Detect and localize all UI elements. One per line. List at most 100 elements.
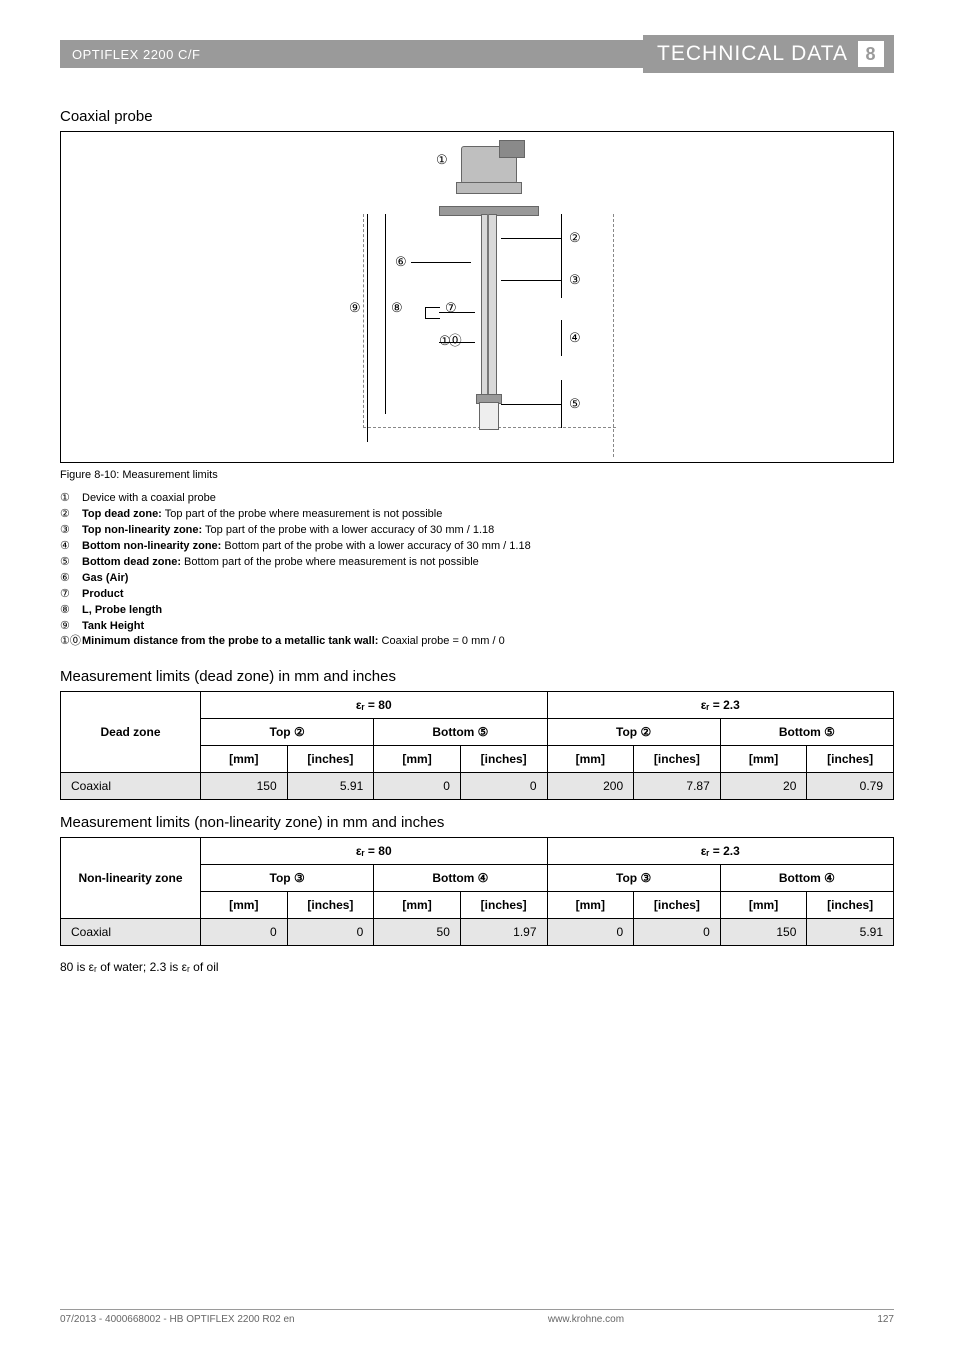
legend-num-6: ⑦ (60, 587, 70, 603)
legend-bold-1: Top dead zone: (82, 508, 162, 520)
legend: ①Device with a coaxial probe② Top dead zo… (60, 491, 894, 650)
legend-num-8: ⑨ (60, 619, 70, 635)
legend-row-5: ⑥Gas (Air) (60, 571, 894, 587)
t2-v4: 0 (547, 919, 634, 946)
legend-text-4: Bottom part of the probe where measureme… (181, 556, 479, 568)
t2-v7: 5.91 (807, 919, 894, 946)
legend-row-3: ④ Bottom non-linearity zone: Bottom part … (60, 539, 894, 555)
callout-10: ①⓪ (439, 330, 460, 349)
t1-v1: 5.91 (287, 773, 374, 800)
t1-bot-a: Bottom ⑤ (374, 719, 547, 746)
legend-bold-9: Minimum distance from the probe to a met… (82, 635, 378, 647)
t2-v1: 0 (287, 919, 374, 946)
table2-title: Measurement limits (non-linearity zone) … (60, 814, 894, 831)
chapter-number-box: 8 (858, 41, 884, 67)
callout-6: ⑥ (395, 254, 407, 270)
t2-in-1: [inches] (460, 892, 547, 919)
callout-8: ⑧ (391, 300, 403, 316)
legend-row-4: ⑤Bottom dead zone: Bottom part of the pr… (60, 555, 894, 571)
legend-num-3: ④ (60, 539, 70, 555)
t1-bot-b: Bottom ⑤ (720, 719, 893, 746)
callout-3: ③ (569, 272, 581, 288)
legend-num-9: ①⓪ (60, 634, 81, 650)
t1-rowname: Coaxial (61, 773, 201, 800)
t2-top-b: Top ③ (547, 865, 720, 892)
t1-er80: εᵣ = 80 (201, 692, 548, 719)
table-dead-zone: Dead zone εᵣ = 80 εᵣ = 2.3 Top ② Bottom … (60, 691, 894, 800)
legend-row-0: ①Device with a coaxial probe (60, 491, 894, 507)
t2-in-2: [inches] (634, 892, 721, 919)
legend-bold-3: Bottom non-linearity zone: (82, 540, 221, 552)
t2-bot-b: Bottom ④ (720, 865, 893, 892)
t2-mm-2: [mm] (547, 892, 634, 919)
t1-v4: 200 (547, 773, 634, 800)
t1-v3: 0 (460, 773, 547, 800)
t1-v5: 7.87 (634, 773, 721, 800)
footer-left: 07/2013 - 4000668002 - HB OPTIFLEX 2200 … (60, 1314, 295, 1325)
legend-num-5: ⑥ (60, 571, 70, 587)
t2-v0: 0 (201, 919, 288, 946)
legend-row-2: ③Top non-linearity zone: Top part of the… (60, 523, 894, 539)
t1-rowhead: Dead zone (61, 692, 201, 773)
t1-mm-3: [mm] (720, 746, 807, 773)
legend-row-9: ①⓪Minimum distance from the probe to a m… (60, 634, 894, 650)
t1-v2: 0 (374, 773, 461, 800)
section-title: Coaxial probe (60, 108, 894, 125)
legend-bold-6: Product (82, 588, 124, 600)
legend-row-6: ⑦ Product (60, 587, 894, 603)
t1-in-1: [inches] (460, 746, 547, 773)
t2-mm-1: [mm] (374, 892, 461, 919)
t2-v6: 150 (720, 919, 807, 946)
legend-text-3: Bottom part of the probe with a lower ac… (221, 540, 530, 552)
legend-num-0: ① (60, 491, 70, 507)
t2-in-3: [inches] (807, 892, 894, 919)
t2-rowname: Coaxial (61, 919, 201, 946)
t1-mm-0: [mm] (201, 746, 288, 773)
t1-er23: εᵣ = 2.3 (547, 692, 894, 719)
t2-er80: εᵣ = 80 (201, 838, 548, 865)
header-title: TECHNICAL DATA 8 (643, 35, 894, 73)
t1-in-3: [inches] (807, 746, 894, 773)
header-band: OPTIFLEX 2200 C/F TECHNICAL DATA 8 (60, 40, 894, 68)
t2-rowhead: Non-linearity zone (61, 838, 201, 919)
callout-2: ② (569, 230, 581, 246)
t1-v0: 150 (201, 773, 288, 800)
callout-4: ④ (569, 330, 581, 346)
callout-9: ⑨ (349, 300, 361, 316)
t2-v5: 0 (634, 919, 721, 946)
table-nonlinearity: Non-linearity zone εᵣ = 80 εᵣ = 2.3 Top … (60, 837, 894, 946)
legend-num-7: ⑧ (60, 603, 70, 619)
t2-in-0: [inches] (287, 892, 374, 919)
t2-mm-3: [mm] (720, 892, 807, 919)
t2-mm-0: [mm] (201, 892, 288, 919)
t2-top-a: Top ③ (201, 865, 374, 892)
legend-num-4: ⑤ (60, 555, 70, 571)
legend-num-2: ③ (60, 523, 70, 539)
legend-row-8: ⑨ Tank Height (60, 619, 894, 635)
callout-5: ⑤ (569, 396, 581, 412)
t1-top-a: Top ② (201, 719, 374, 746)
legend-text-9: Coaxial probe = 0 mm / 0 (378, 635, 504, 647)
t1-top-b: Top ② (547, 719, 720, 746)
figure-diagram: ① ② ③ ④ ⑤ ⑥ ⑦ ⑧ ⑨ ①⓪ (60, 131, 894, 463)
t1-v7: 0.79 (807, 773, 894, 800)
legend-bold-7: L, Probe length (82, 604, 162, 616)
callout-7: ⑦ (445, 300, 457, 316)
figure-caption: Figure 8-10: Measurement limits (60, 469, 894, 481)
t1-mm-2: [mm] (547, 746, 634, 773)
legend-bold-8: Tank Height (82, 620, 144, 632)
legend-num-1: ② (60, 507, 70, 523)
t1-v6: 20 (720, 773, 807, 800)
callout-1: ① (436, 152, 448, 168)
footnote: 80 is εᵣ of water; 2.3 is εᵣ of oil (60, 960, 894, 974)
legend-row-7: ⑧ L, Probe length (60, 603, 894, 619)
t2-er23: εᵣ = 2.3 (547, 838, 894, 865)
footer: 07/2013 - 4000668002 - HB OPTIFLEX 2200 … (60, 1309, 894, 1325)
t2-v2: 50 (374, 919, 461, 946)
legend-row-1: ②Top dead zone: Top part of the probe wh… (60, 507, 894, 523)
legend-text-2: Top part of the probe with a lower accur… (202, 524, 494, 536)
footer-center: www.krohne.com (548, 1314, 624, 1325)
t2-v3: 1.97 (460, 919, 547, 946)
header-title-text: TECHNICAL DATA (657, 42, 848, 66)
header-left: OPTIFLEX 2200 C/F (72, 47, 200, 62)
